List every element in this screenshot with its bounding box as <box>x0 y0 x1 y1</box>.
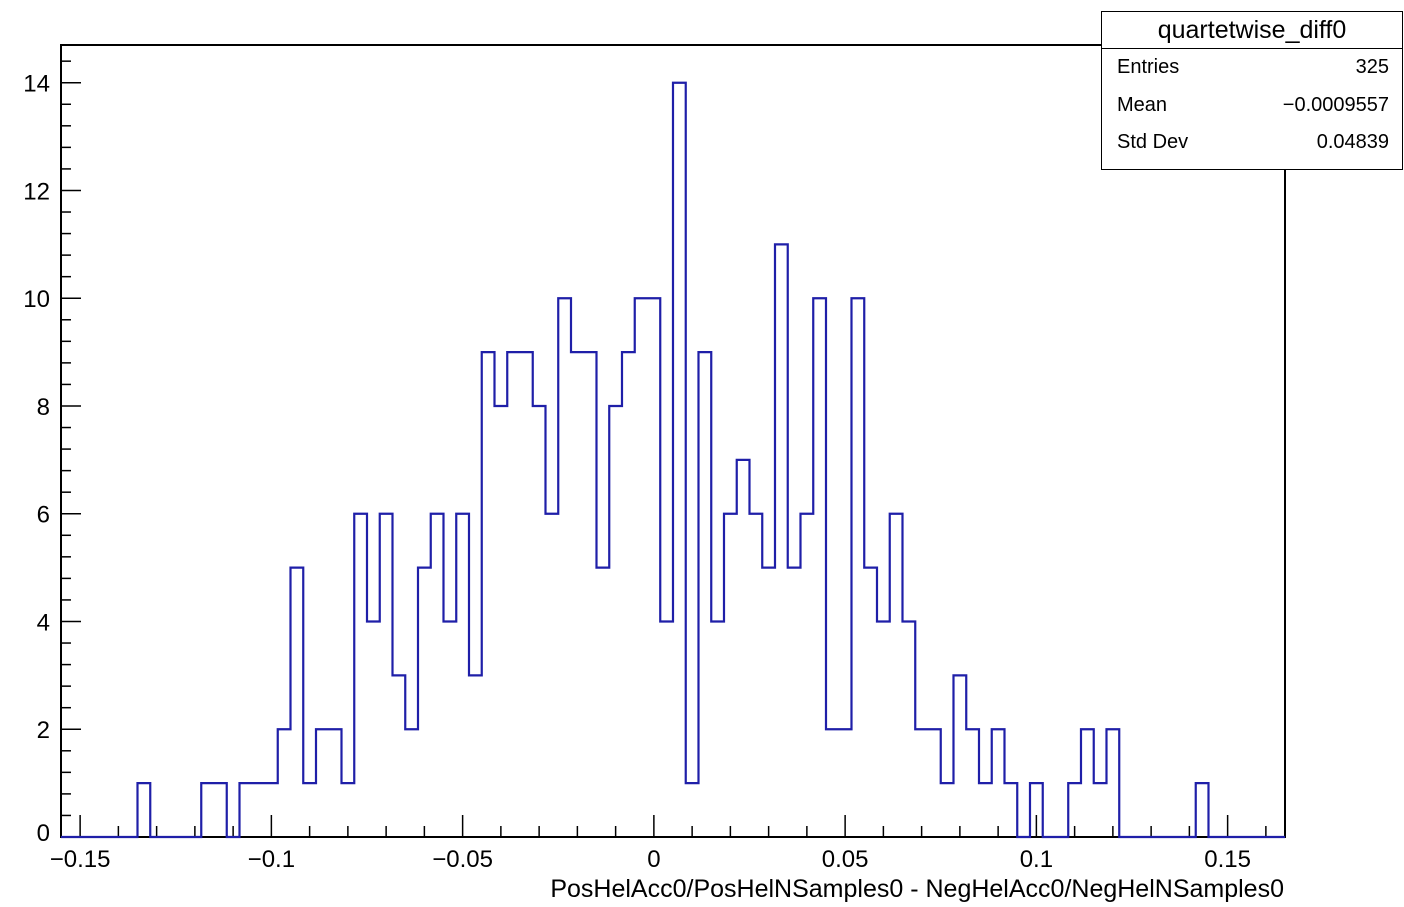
x-tick-label: 0.1 <box>1020 846 1053 873</box>
y-tick-label: 4 <box>37 609 50 636</box>
stats-row-entries: Entries 325 <box>1102 49 1402 87</box>
y-tick-label: 8 <box>37 394 50 421</box>
y-tick-label: 0 <box>37 820 50 847</box>
stats-box-title: quartetwise_diff0 <box>1102 12 1402 49</box>
y-tick-label: 10 <box>23 286 50 313</box>
stats-row-mean: Mean −0.0009557 <box>1102 87 1402 125</box>
stats-label: Std Dev <box>1117 131 1189 153</box>
axis-ticks <box>61 60 1267 838</box>
y-tick-label: 6 <box>37 502 50 529</box>
stats-label: Entries <box>1117 56 1180 78</box>
x-tick-labels: −0.15 −0.1 −0.05 0 0.05 0.1 0.15 <box>50 846 1251 873</box>
x-tick-label: 0.05 <box>822 846 869 873</box>
stats-box: quartetwise_diff0 Entries 325 Mean −0.00… <box>1101 11 1403 170</box>
y-tick-label: 2 <box>37 717 50 744</box>
y-tick-label: 12 <box>23 178 50 205</box>
stats-value: 0.04839 <box>1316 131 1389 153</box>
plot-frame-rect <box>60 44 1286 838</box>
stats-row-stddev: Std Dev 0.04839 <box>1102 124 1402 162</box>
x-tick-label: −0.1 <box>248 846 295 873</box>
stats-label: Mean <box>1117 93 1168 116</box>
x-tick-label: −0.15 <box>50 846 111 873</box>
y-tick-label: 14 <box>23 71 50 98</box>
histogram-bars <box>61 81 1285 839</box>
y-tick-labels: 0 2 4 6 8 10 12 14 <box>23 71 50 847</box>
plot-frame <box>60 44 1286 838</box>
stats-value: 325 <box>1355 56 1389 78</box>
stats-value: −0.0009557 <box>1282 93 1389 116</box>
x-tick-label: 0 <box>647 846 660 873</box>
x-tick-label: 0.15 <box>1204 846 1251 873</box>
histogram-outline <box>61 81 1285 839</box>
x-tick-label: −0.05 <box>432 846 493 873</box>
x-axis-title: PosHelAcc0/PosHelNSamples0 - NegHelAcc0/… <box>550 875 1284 903</box>
